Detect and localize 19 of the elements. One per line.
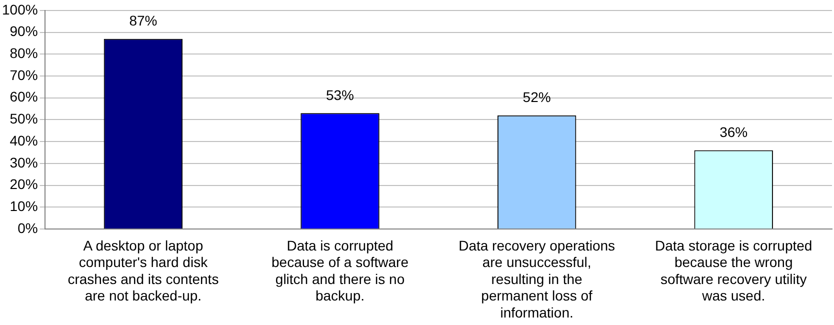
data-label: 53% [326,87,354,103]
y-tick-label: 100% [2,1,38,18]
y-tick-label: 90% [10,23,38,40]
y-tick-label: 30% [10,154,38,170]
y-tick-label: 80% [10,44,38,61]
y-tick-label: 70% [10,66,38,83]
data-label: 87% [129,12,158,29]
y-tick-label: 0% [18,220,38,236]
y-tick-label: 60% [10,88,38,105]
data-label: 52% [522,89,551,106]
y-tick-label: 50% [10,110,38,127]
x-tick-label: Data recovery operations are unsuccessful, resulting in the permanent loss of information. [458,237,616,320]
x-tick-label: Data is corrupted because of a software glitch and there is no backup. [272,237,409,304]
y-tick-label: 10% [10,198,38,214]
data-label: 36% [720,124,748,140]
y-tick-label: 40% [10,132,38,148]
y-tick-label: 20% [10,176,38,192]
x-tick-label: Data storage is corrupted because the wrong software recovery utility was used. [655,237,812,304]
x-tick-label: A desktop or laptop computer's hard disk crashes and its contents are not backed-up. [68,237,219,304]
